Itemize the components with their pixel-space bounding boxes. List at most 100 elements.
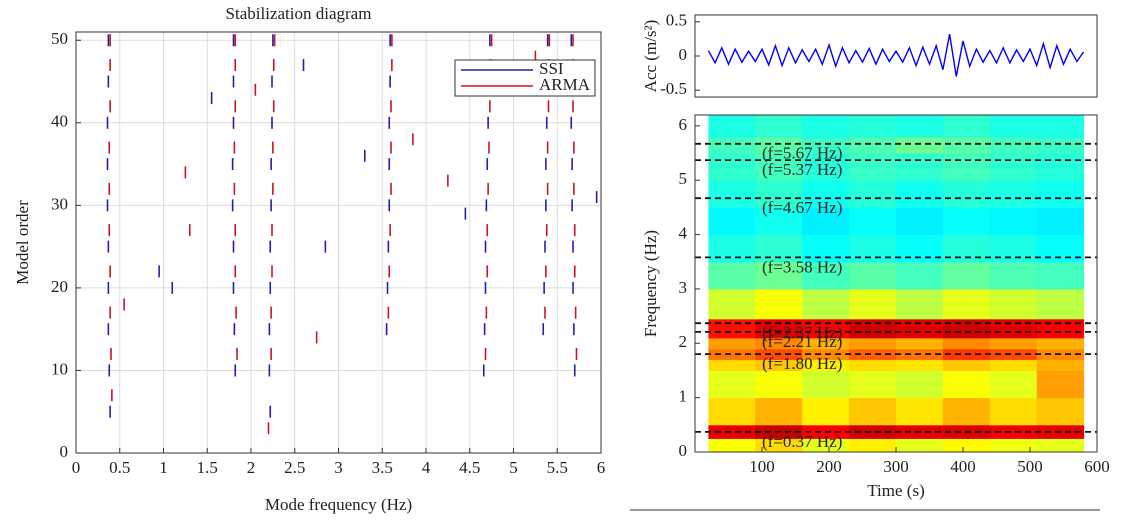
heat-cell — [802, 337, 850, 350]
heat-cell — [802, 153, 850, 181]
heat-cell — [708, 136, 756, 154]
y-tick-label: 1 — [679, 387, 688, 406]
y-tick-label: 0.5 — [666, 11, 687, 30]
plot-frame — [694, 14, 1098, 98]
heat-cell — [989, 153, 1038, 181]
y-tick-label: 3 — [679, 278, 688, 297]
y-tick-label: 50 — [51, 29, 68, 48]
heat-cell — [989, 359, 1038, 371]
heat-cell — [708, 348, 756, 361]
heat-cell — [755, 359, 803, 371]
heat-cell — [802, 359, 850, 371]
x-tick-label: 3.5 — [372, 458, 393, 477]
x-tick-label: 6 — [597, 458, 606, 477]
panel: -0.5 0 0.5 Acc (m/s²) — [641, 11, 1098, 98]
heat-cell — [989, 348, 1038, 361]
heat-cell — [849, 348, 897, 361]
heat-cell — [942, 359, 991, 371]
heat-cell — [942, 153, 991, 181]
heat-cell — [849, 261, 897, 290]
heat-cell — [1036, 261, 1085, 290]
heat-cell — [942, 337, 991, 350]
y-axis-label: Frequency (Hz) — [641, 230, 660, 337]
y-tick-label: 6 — [679, 115, 688, 134]
heat-cell — [1036, 359, 1085, 371]
x-tick-label: 3 — [334, 458, 343, 477]
heat-cell — [708, 318, 756, 339]
heat-cell — [849, 115, 897, 138]
y-axis-label: Acc (m/s²) — [641, 20, 660, 93]
heat-cell — [708, 207, 756, 236]
x-axis-label: Time (s) — [867, 481, 924, 500]
heat-cell — [942, 115, 991, 138]
heat-cell — [942, 288, 991, 320]
x-tick-label: 0.5 — [109, 458, 130, 477]
y-tick-label: 2 — [679, 332, 688, 351]
heat-cell — [896, 180, 944, 208]
y-axis-label: Model order — [13, 200, 32, 285]
heat-cell — [896, 397, 944, 426]
x-tick-label: 200 — [816, 457, 842, 476]
heat-cell — [989, 397, 1038, 426]
heat-cell — [1036, 115, 1085, 138]
x-tick-label: 5 — [509, 458, 518, 477]
heat-cell — [708, 288, 756, 320]
y-tick-label: 10 — [51, 359, 68, 378]
heat-cell — [755, 115, 803, 138]
heat-cell — [708, 337, 756, 350]
heat-cell — [1036, 136, 1085, 154]
heat-cell — [755, 136, 803, 154]
heat-cell — [1036, 438, 1085, 453]
heat-cell — [989, 438, 1038, 453]
heat-cell — [755, 153, 803, 181]
heat-cell — [849, 370, 897, 399]
reference-label: (f=2.37 Hz) — [762, 323, 842, 342]
heat-cell — [849, 207, 897, 236]
heat-cell — [896, 261, 944, 290]
heat-cell — [989, 261, 1038, 290]
x-tick-label: 400 — [950, 457, 976, 476]
heat-cell — [896, 337, 944, 350]
heat-cell — [849, 136, 897, 154]
heat-cell — [1036, 337, 1085, 350]
panel: 0 0.5 1 1.5 2 2.5 3 3.5 4 4.5 5 5.5 6 0 10 20 30 40 50 Stab… — [13, 4, 605, 514]
heat-cell — [849, 318, 897, 339]
heat-cell — [942, 180, 991, 208]
y-tick-label: 30 — [51, 194, 68, 213]
x-tick-label: 4.5 — [459, 458, 480, 477]
heat-cell — [989, 115, 1038, 138]
x-tick-label: 1.5 — [197, 458, 218, 477]
heat-cell — [802, 115, 850, 138]
heat-cell — [802, 261, 850, 290]
heat-cell — [896, 153, 944, 181]
heat-cell — [802, 397, 850, 426]
heat-cell — [802, 370, 850, 399]
heat-cell — [755, 370, 803, 399]
heat-cell — [896, 318, 944, 339]
reference-label: (f=3.58 Hz) — [762, 257, 842, 276]
reference-label: (f=1.80 Hz) — [762, 354, 842, 373]
y-tick-label: -0.5 — [660, 79, 687, 98]
heat-cell — [849, 397, 897, 426]
heat-cell — [708, 438, 756, 453]
heat-cell — [989, 207, 1038, 236]
heat-cell — [896, 359, 944, 371]
heat-cell — [708, 397, 756, 426]
x-tick-label: 1 — [159, 458, 168, 477]
heat-cell — [802, 180, 850, 208]
heat-cell — [942, 370, 991, 399]
legend-label: SSI — [539, 59, 564, 78]
heat-cell — [755, 180, 803, 208]
heat-cell — [708, 370, 756, 399]
x-axis-label: Mode frequency (Hz) — [265, 495, 412, 514]
heat-cell — [849, 180, 897, 208]
heat-cell — [708, 359, 756, 371]
heat-cell — [989, 424, 1038, 439]
y-tick-label: 40 — [51, 112, 68, 131]
x-tick-label: 300 — [883, 457, 909, 476]
x-tick-label: 2 — [247, 458, 256, 477]
heat-cell — [708, 261, 756, 290]
heat-cell — [942, 318, 991, 339]
heat-cell — [849, 153, 897, 181]
